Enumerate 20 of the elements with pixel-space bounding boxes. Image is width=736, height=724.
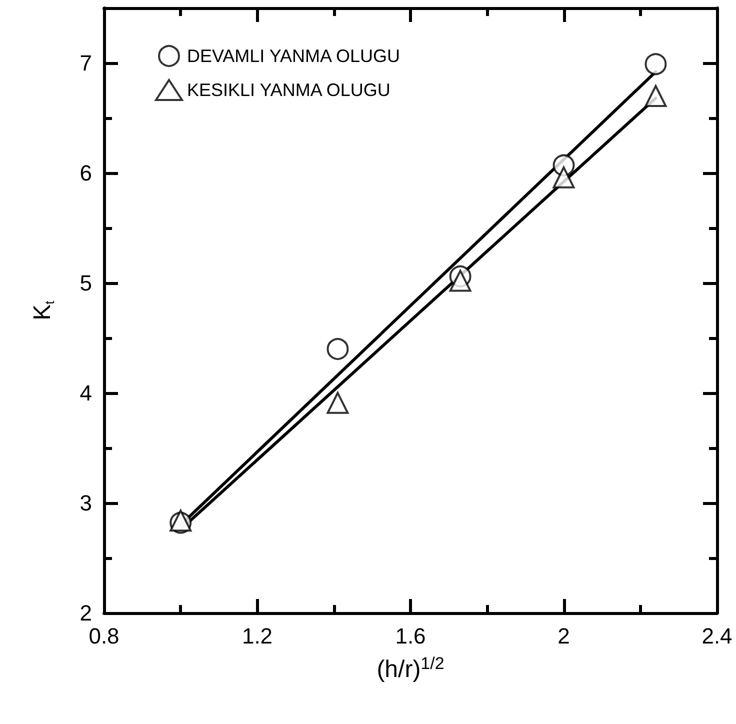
x-tick-label: 2.4 <box>702 624 732 648</box>
point <box>449 270 472 292</box>
y-tick-label: 4 <box>80 380 92 406</box>
x-tick-label: 1.2 <box>242 624 273 648</box>
point <box>644 85 667 107</box>
legend-label: KESIKLI YANMA OLUGU <box>187 80 390 100</box>
point <box>326 392 349 414</box>
y-tick-label: 7 <box>80 50 92 76</box>
y-tick-label: 2 <box>80 600 92 626</box>
point <box>644 53 667 76</box>
x-tick-label: 2 <box>558 624 570 648</box>
y-axis-title: Kt <box>29 300 57 320</box>
x-tick-label: 0.8 <box>88 624 120 648</box>
legend-label: DEVAMLI YANMA OLUGU <box>187 46 400 66</box>
point <box>326 338 349 360</box>
y-tick-label: 3 <box>80 490 92 516</box>
point <box>552 166 575 188</box>
y-tick-label: 6 <box>80 160 92 186</box>
y-tick-label: 5 <box>80 270 92 296</box>
x-tick-label: 1.6 <box>395 624 426 648</box>
